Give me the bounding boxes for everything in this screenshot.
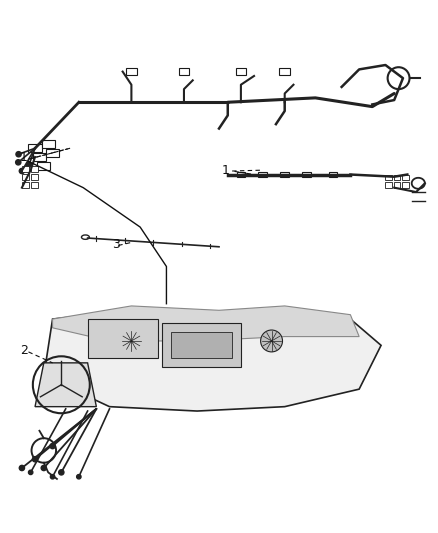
Circle shape: [16, 160, 21, 165]
Bar: [28, 144, 42, 152]
Bar: [394, 175, 400, 180]
Bar: [88, 319, 158, 359]
Circle shape: [77, 474, 81, 479]
Circle shape: [50, 474, 55, 479]
Circle shape: [16, 151, 21, 157]
Bar: [22, 182, 29, 188]
Circle shape: [19, 168, 25, 174]
Circle shape: [50, 443, 55, 449]
Bar: [31, 174, 38, 180]
Circle shape: [41, 465, 46, 471]
Bar: [402, 175, 409, 180]
Bar: [179, 68, 189, 75]
Bar: [37, 162, 50, 169]
Bar: [279, 68, 290, 75]
Circle shape: [32, 457, 38, 462]
Polygon shape: [44, 310, 381, 411]
Bar: [126, 68, 137, 75]
Bar: [162, 324, 241, 367]
Bar: [236, 68, 246, 75]
Bar: [22, 166, 29, 172]
Ellipse shape: [81, 235, 89, 239]
Bar: [46, 149, 59, 157]
Bar: [171, 332, 232, 359]
Bar: [385, 175, 392, 180]
Bar: [33, 153, 46, 161]
Bar: [402, 182, 409, 188]
Bar: [394, 182, 400, 188]
Bar: [280, 172, 289, 177]
Circle shape: [26, 162, 32, 167]
Polygon shape: [35, 363, 96, 407]
Polygon shape: [53, 306, 359, 341]
Bar: [302, 172, 311, 177]
Text: 1: 1: [20, 151, 28, 164]
Text: 1: 1: [222, 164, 230, 176]
Circle shape: [59, 470, 64, 475]
Bar: [42, 140, 55, 148]
Circle shape: [19, 465, 25, 471]
Text: 3: 3: [112, 238, 120, 251]
Circle shape: [120, 330, 142, 352]
Circle shape: [28, 470, 33, 474]
Bar: [258, 172, 267, 177]
Bar: [328, 172, 337, 177]
Bar: [22, 174, 29, 180]
Text: 2: 2: [20, 344, 28, 357]
Bar: [385, 182, 392, 188]
Bar: [237, 172, 245, 177]
Bar: [31, 182, 38, 188]
Bar: [31, 166, 38, 172]
Circle shape: [261, 330, 283, 352]
